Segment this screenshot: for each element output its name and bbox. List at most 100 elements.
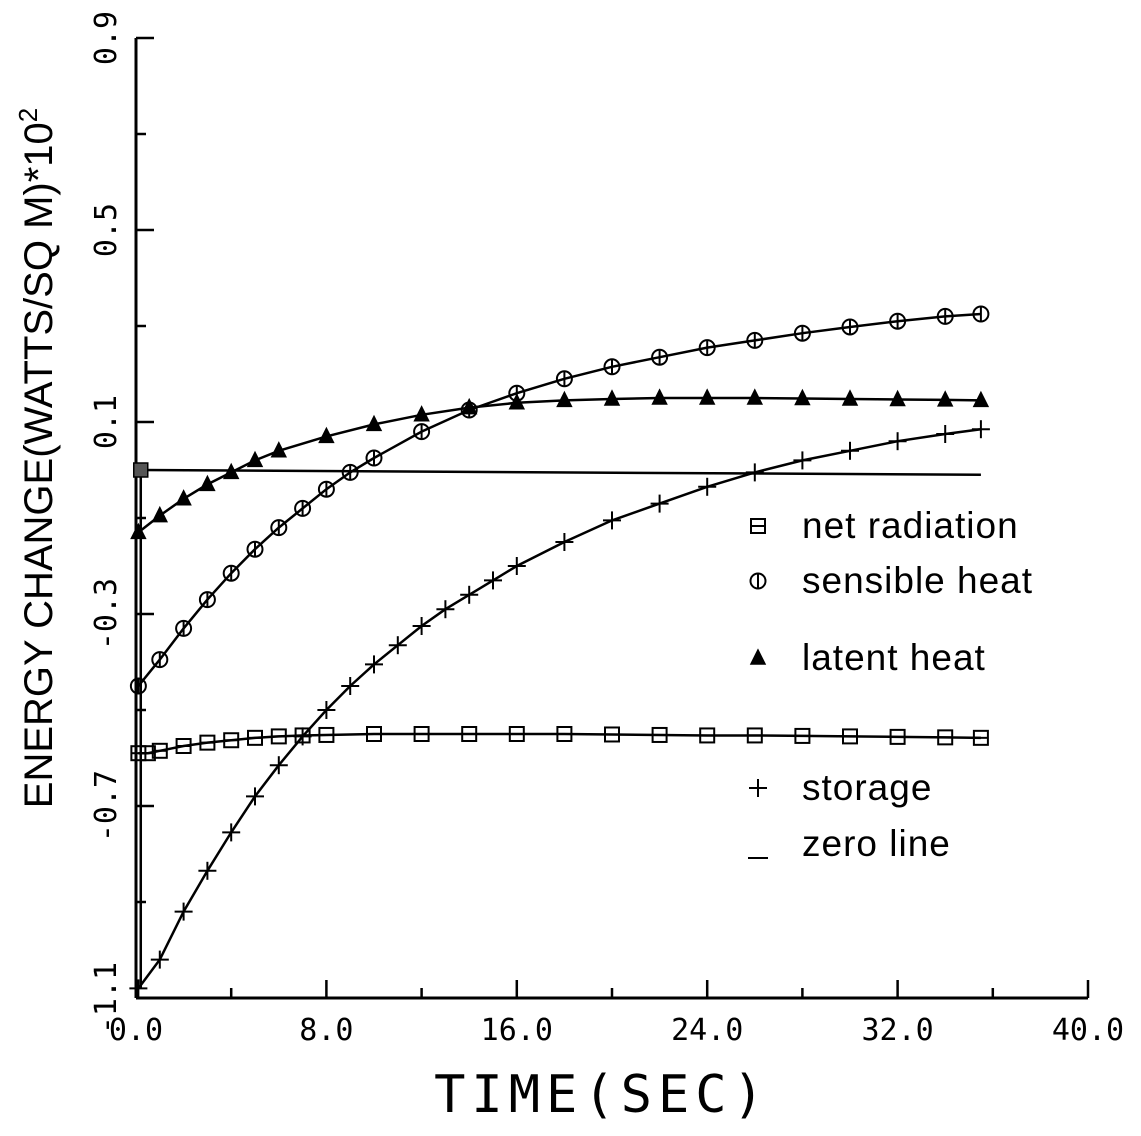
data-point	[199, 474, 216, 492]
data-point	[508, 726, 525, 742]
data-point	[175, 619, 193, 637]
series-zero-line	[140, 468, 981, 477]
data-point	[555, 533, 574, 551]
x-tick-label: 24.0	[671, 1013, 743, 1048]
marker-triangle	[841, 389, 859, 406]
marker-triangle	[889, 389, 906, 407]
legend-marker	[750, 518, 766, 534]
data-point	[270, 728, 287, 745]
data-point	[972, 390, 990, 408]
marker-triangle	[556, 390, 573, 408]
data-point	[341, 677, 360, 695]
marker-triangle	[936, 390, 954, 407]
marker-triangle	[603, 389, 621, 406]
y-axis-label-group: ENERGY CHANGE(WATTS/SQ M)*102	[13, 108, 61, 808]
data-point	[698, 339, 716, 357]
ticks: 0.0 8.0 16.0 24.0 32.0 40.0 -1.1 -0.7 -0.3 0.1 0.5…	[89, 11, 1124, 1048]
legend-item: storage	[749, 767, 932, 808]
legend-label: storage	[802, 767, 932, 808]
data-point	[270, 441, 288, 458]
data-point	[246, 450, 264, 468]
x-tick-label: 40.0	[1052, 1013, 1124, 1048]
series-line	[137, 312, 981, 687]
data-point	[972, 729, 989, 746]
data-point	[413, 405, 430, 422]
marker-triangle	[698, 388, 716, 405]
y-tick-label: 0.5	[89, 203, 124, 257]
marker-triangle	[270, 441, 288, 458]
series-line	[140, 468, 981, 477]
data-point	[698, 388, 716, 405]
data-point	[604, 726, 620, 743]
data-point	[150, 950, 169, 969]
data-point	[793, 324, 811, 342]
data-point	[413, 726, 430, 742]
y-tick-label: -0.7	[89, 770, 124, 842]
legend-label: net radiation	[802, 505, 1019, 546]
data-point	[175, 489, 192, 506]
data-point	[794, 727, 811, 744]
data-point	[460, 585, 479, 604]
data-point	[175, 738, 192, 754]
data-point	[223, 732, 240, 749]
data-point	[889, 728, 906, 745]
data-point	[841, 318, 859, 336]
x-axis-label: TIME(SEC)	[434, 1065, 770, 1125]
data-point	[746, 331, 764, 349]
data-point	[603, 511, 621, 530]
data-point	[247, 729, 263, 746]
y-tick-label: 0.9	[89, 11, 124, 65]
data-point	[365, 449, 383, 467]
data-point	[603, 389, 621, 406]
legend-marker	[749, 572, 767, 590]
legend-item: zero line	[748, 823, 950, 864]
data-point	[484, 571, 502, 590]
data-point	[794, 388, 811, 406]
data-point	[151, 651, 169, 669]
data-point	[174, 902, 193, 921]
data-point	[317, 701, 336, 719]
y-axis-label-exponent: 2	[13, 108, 43, 122]
data-point	[651, 348, 669, 366]
series-latent-heat	[130, 388, 990, 540]
data-point	[556, 390, 573, 408]
data-point	[651, 388, 668, 405]
data-point	[436, 600, 455, 619]
y-axis-label-main: ENERGY CHANGE(WATTS/SQ M)*10	[17, 122, 61, 808]
data-point	[937, 729, 954, 746]
data-point	[246, 540, 264, 558]
data-point	[651, 726, 668, 743]
y-tick-label: -1.1	[89, 962, 124, 1034]
data-point	[889, 389, 906, 407]
series-line	[137, 396, 981, 534]
data-point	[555, 370, 573, 388]
data-point	[151, 505, 169, 523]
data-point	[318, 426, 335, 444]
marker-triangle	[508, 393, 526, 410]
data-point	[199, 734, 216, 751]
data-point	[269, 756, 288, 775]
data-point	[889, 312, 907, 330]
data-point	[318, 726, 335, 743]
data-point	[972, 305, 990, 323]
data-point	[936, 425, 955, 443]
legend-item: latent heat	[749, 637, 985, 678]
data-point	[222, 823, 241, 842]
data-point	[507, 557, 526, 575]
data-point	[508, 393, 526, 410]
marker-triangle	[318, 426, 335, 444]
data-point	[650, 494, 669, 513]
data-point	[746, 388, 764, 405]
data-point	[971, 420, 990, 439]
data-point	[388, 636, 407, 655]
series-net-radiation	[130, 726, 989, 762]
x-tick-label: 32.0	[861, 1013, 933, 1048]
data-point	[198, 861, 217, 880]
x-tick-label: 0.0	[109, 1013, 163, 1048]
series-sensible-heat	[129, 305, 990, 695]
marker-triangle	[460, 397, 478, 415]
marker-triangle	[413, 405, 430, 422]
data-point	[888, 432, 907, 451]
y-tick-label: -0.3	[89, 578, 124, 650]
legend-item: sensible heat	[749, 560, 1032, 601]
